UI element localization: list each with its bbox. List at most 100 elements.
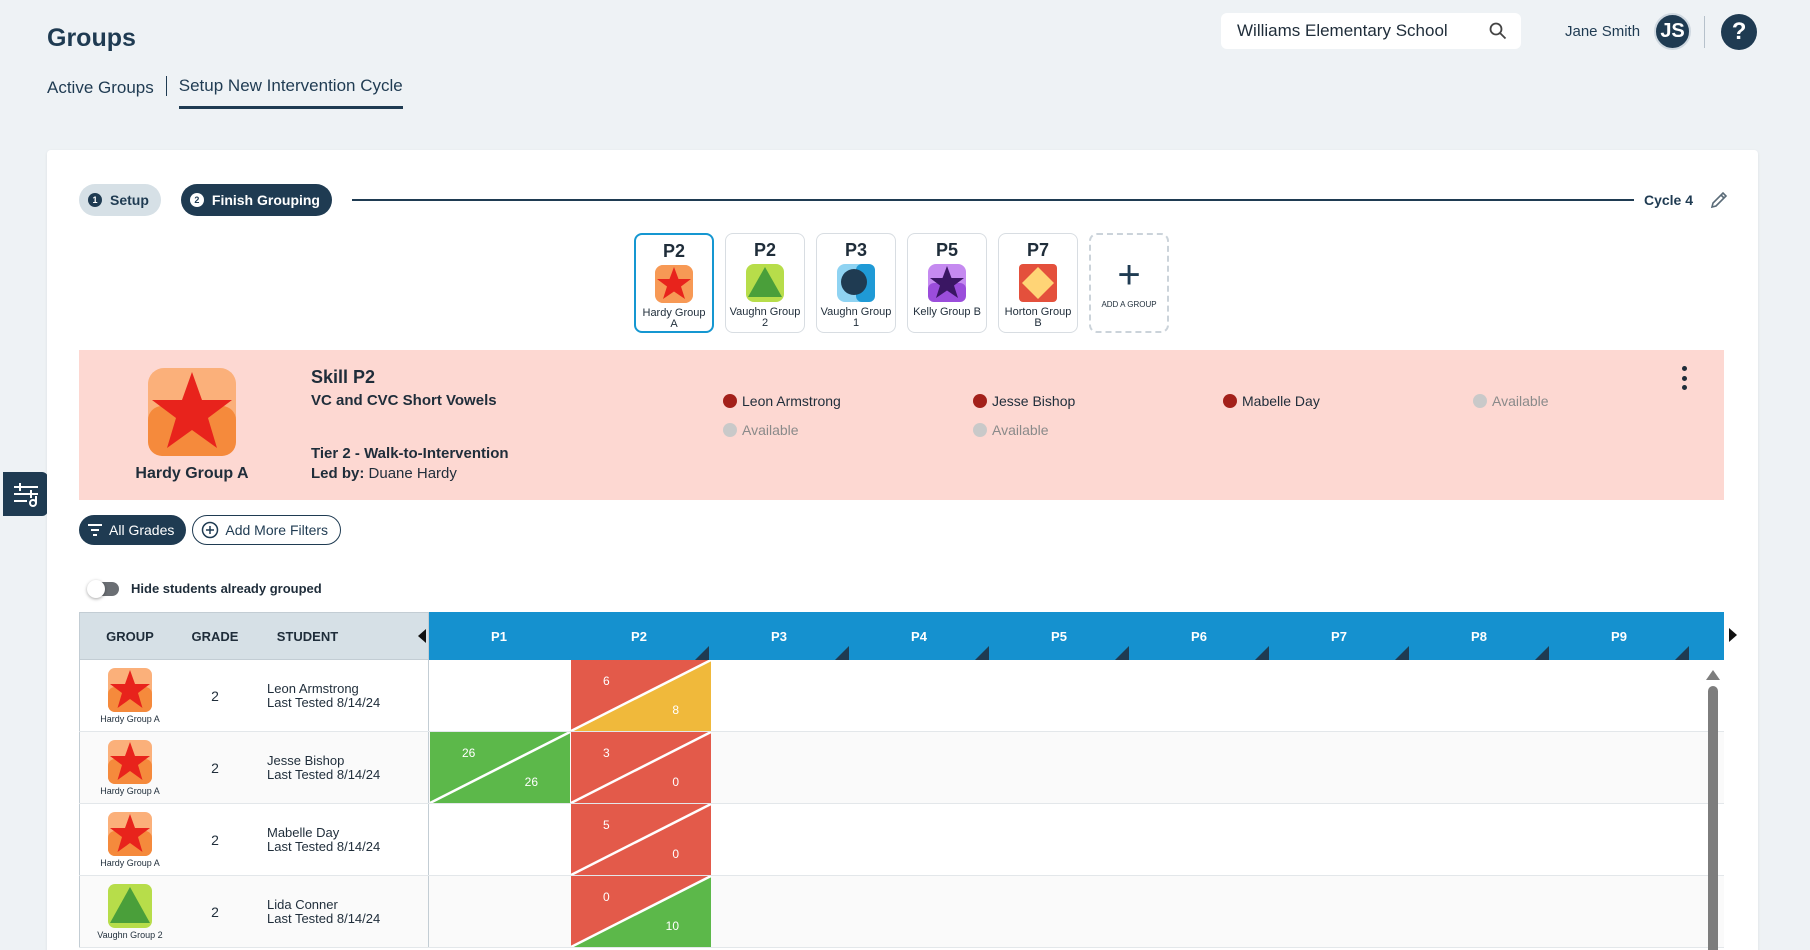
avatar[interactable]: JS (1654, 13, 1692, 50)
group-tile-kelly-b[interactable]: P5 Kelly Group B (907, 233, 987, 333)
empty-slot[interactable]: Available (723, 422, 799, 438)
red-star-icon (108, 740, 152, 784)
step-finish-grouping[interactable]: 2 Finish Grouping (180, 184, 332, 216)
score-pre: 26 (462, 746, 476, 760)
tile-group-name: Horton Group B (1004, 306, 1072, 329)
yellow-diamond-icon (1019, 264, 1057, 302)
tab-active-groups[interactable]: Active Groups (47, 77, 154, 97)
student-skill-table: GROUP GRADE STUDENT P1 P2 P3 P4 P5 P6 P7… (79, 612, 1737, 950)
score-cell-p1[interactable]: 26 26 (429, 730, 571, 805)
add-group-tile[interactable]: + ADD A GROUP (1089, 233, 1169, 333)
score-cell-p2[interactable]: 5 0 (570, 802, 712, 877)
search-icon[interactable] (1489, 22, 1507, 40)
student-cell: Leon Armstrong Last Tested 8/14/24 (250, 680, 380, 710)
tile-group-name: Hardy Group A (642, 307, 706, 330)
step-number: 2 (189, 193, 204, 207)
school-search[interactable]: Williams Elementary School (1221, 13, 1521, 49)
skill-col-p4[interactable]: P4 (849, 612, 989, 660)
table-row[interactable]: Hardy Group A 2 Jesse Bishop Last Tested… (79, 730, 1724, 805)
skill-col-label: P7 (1331, 628, 1347, 644)
teacher-name: Duane Hardy (368, 465, 457, 482)
student-slot[interactable]: Jesse Bishop (973, 393, 1075, 409)
status-dot (973, 394, 987, 408)
score-cells: 6 8 (429, 658, 1704, 733)
filter-panel-button[interactable] (3, 472, 48, 516)
skill-col-p1[interactable]: P1 (429, 612, 569, 660)
last-tested: Last Tested 8/14/24 (267, 838, 381, 854)
score-pre: 0 (603, 890, 610, 904)
grouping-card: 1 Setup 2 Finish Grouping Cycle 4 P2 Har… (47, 150, 1758, 950)
tile-skill: P2 (662, 241, 686, 261)
student-name[interactable]: Lida Conner (267, 896, 338, 912)
pencil-icon[interactable] (1709, 190, 1729, 210)
tab-setup-new-cycle[interactable]: Setup New Intervention Cycle (178, 76, 403, 109)
corner-marker (1675, 646, 1689, 660)
group-label: Vaughn Group 2 (97, 930, 163, 940)
score-cell-p2[interactable]: 6 8 (570, 658, 712, 733)
score-cell-p2[interactable]: 0 10 (570, 874, 712, 949)
score-cell-p1[interactable] (430, 804, 570, 875)
skill-col-p3[interactable]: P3 (709, 612, 849, 660)
add-more-filters-button[interactable]: Add More Filters (192, 515, 342, 545)
skill-col-p5[interactable]: P5 (989, 612, 1129, 660)
col-grade: GRADE (191, 628, 239, 644)
student-info: Hardy Group A 2 Jesse Bishop Last Tested… (79, 732, 429, 803)
table-row[interactable]: Vaughn Group 2 2 Lida Conner Last Tested… (79, 874, 1724, 949)
tile-group-name: Vaughn Group 2 (729, 306, 801, 329)
last-tested: Last Tested 8/14/24 (267, 910, 381, 926)
scroll-left-icon[interactable] (418, 629, 426, 643)
group-tile-horton-b[interactable]: P7 Horton Group B (998, 233, 1078, 333)
score-post: 0 (672, 847, 679, 861)
group-tile-vaughn-2[interactable]: P2 Vaughn Group 2 (725, 233, 805, 333)
hide-grouped-toggle[interactable] (87, 579, 119, 598)
tile-group-name: Kelly Group B (913, 306, 981, 318)
skill-col-p9[interactable]: P9 (1549, 612, 1689, 660)
help-button[interactable]: ? (1721, 13, 1758, 50)
student-name[interactable]: Mabelle Day (267, 824, 340, 840)
skill-col-label: P1 (491, 628, 507, 644)
slot-label: Leon Armstrong (742, 393, 841, 409)
table-row[interactable]: Hardy Group A 2 Mabelle Day Last Tested … (79, 802, 1724, 877)
group-label: Hardy Group A (100, 858, 160, 868)
student-slot[interactable]: Leon Armstrong (723, 393, 841, 409)
scroll-up-icon[interactable] (1706, 670, 1720, 680)
slot-label: Jesse Bishop (992, 393, 1076, 409)
skill-col-p2[interactable]: P2 (569, 612, 709, 660)
skill-col-p7[interactable]: P7 (1269, 612, 1409, 660)
student-cell: Mabelle Day Last Tested 8/14/24 (250, 824, 381, 854)
corner-marker (695, 646, 709, 660)
green-triangle-icon (746, 264, 784, 302)
all-grades-filter[interactable]: All Grades (79, 515, 187, 545)
group-name: Hardy Group A (135, 465, 249, 482)
skill-col-p8[interactable]: P8 (1409, 612, 1549, 660)
filter-label: Add More Filters (225, 522, 329, 538)
score-cell-p1[interactable] (430, 876, 570, 947)
score-cell-p2[interactable]: 3 0 (570, 730, 712, 805)
skill-col-p6[interactable]: P6 (1129, 612, 1269, 660)
student-name[interactable]: Leon Armstrong (267, 680, 359, 696)
more-options-icon[interactable] (1674, 366, 1694, 390)
score-post: 26 (524, 775, 538, 789)
table-row[interactable]: Hardy Group A 2 Leon Armstrong Last Test… (79, 658, 1724, 733)
score-split-graphic (570, 658, 712, 733)
tile-skill: P5 (935, 240, 959, 260)
student-slot[interactable]: Mabelle Day (1223, 393, 1320, 409)
slot-label: Available (742, 422, 799, 438)
empty-slot[interactable]: Available (973, 422, 1049, 438)
filters-bar: All Grades Add More Filters (79, 515, 342, 545)
group-tile-vaughn-1[interactable]: P3 Vaughn Group 1 (816, 233, 896, 333)
student-name[interactable]: Jesse Bishop (267, 752, 345, 768)
scroll-right-icon[interactable] (1729, 628, 1737, 642)
score-cell-p1[interactable] (430, 660, 570, 731)
cycle-label: Cycle 4 (1643, 192, 1693, 208)
empty-slot[interactable]: Available (1473, 393, 1549, 409)
table-scrollbar[interactable] (1706, 670, 1720, 950)
step-setup[interactable]: 1 Setup (79, 184, 161, 216)
user-name[interactable]: Jane Smith (1565, 23, 1641, 40)
status-dot (1473, 394, 1487, 408)
filter-icon (87, 523, 103, 537)
status-dot (723, 394, 737, 408)
group-tile-hardy-a[interactable]: P2 Hardy Group A (634, 233, 714, 333)
scrollbar-thumb[interactable] (1708, 686, 1718, 950)
stepper: 1 Setup 2 Finish Grouping Cycle 4 (79, 184, 1729, 216)
